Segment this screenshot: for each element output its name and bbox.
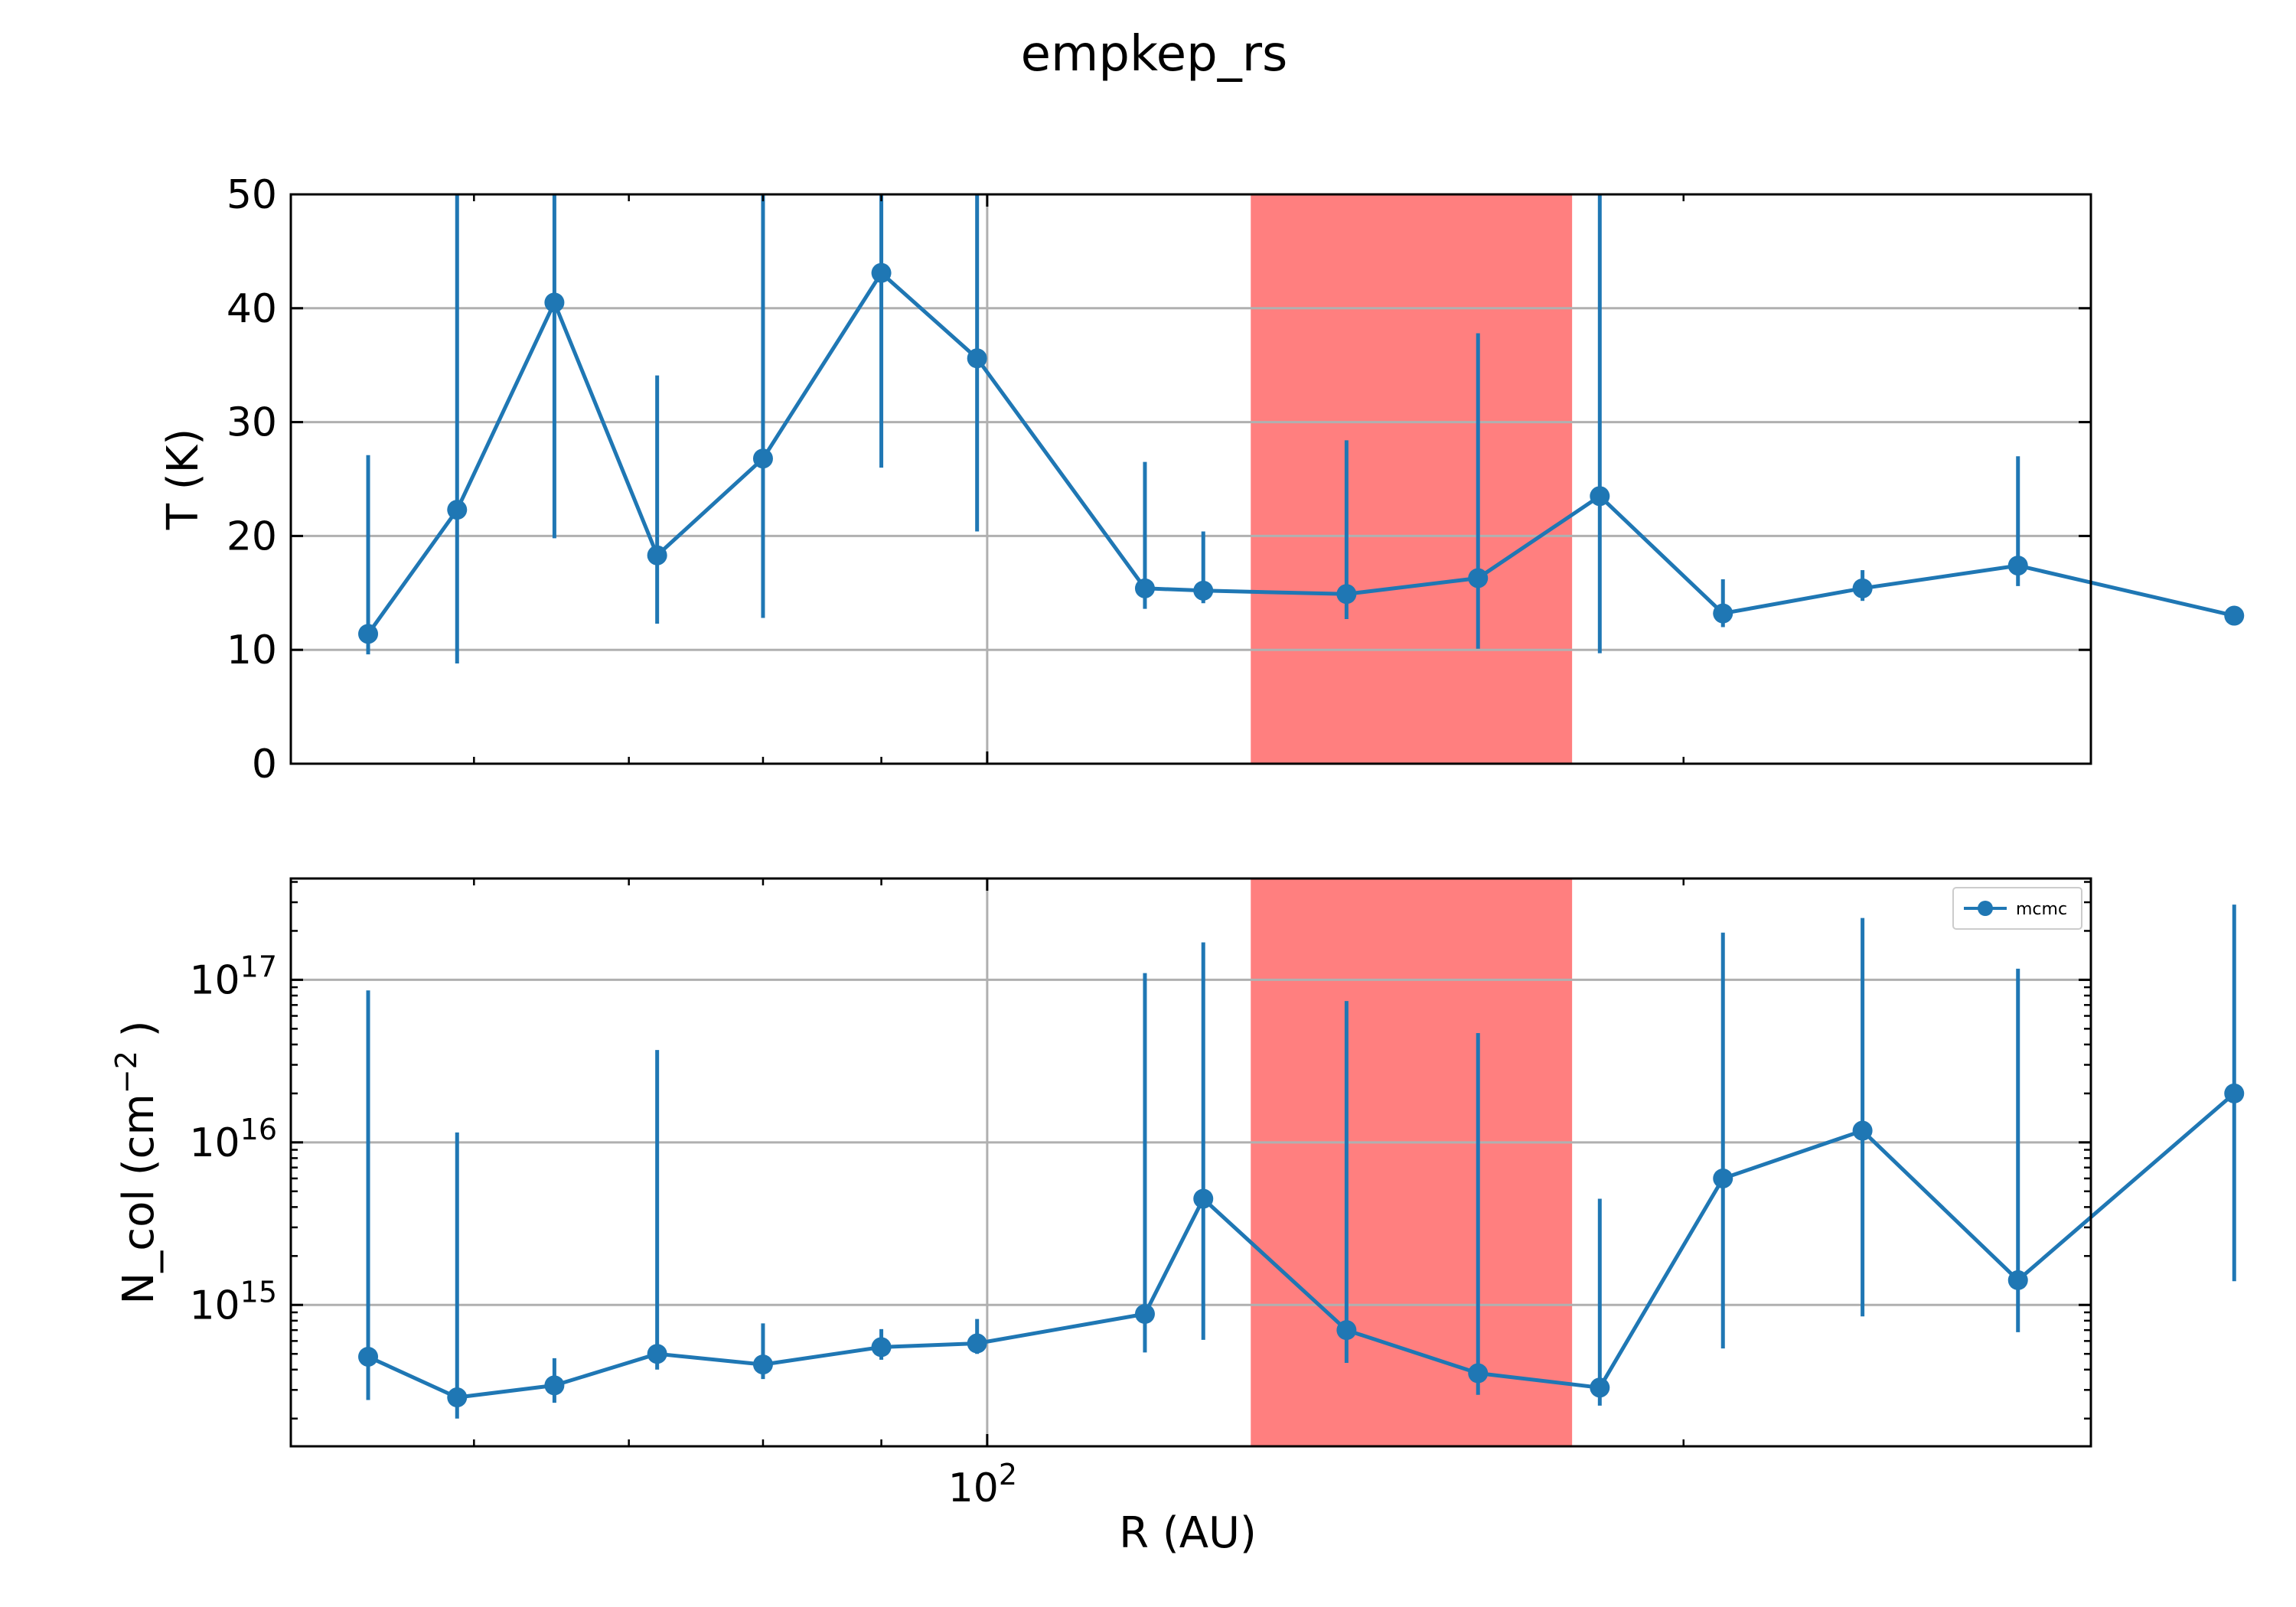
- legend-frame: [1952, 887, 2082, 930]
- data-point: [2224, 1083, 2245, 1103]
- x-axis-title: R (AU): [1119, 1508, 1257, 1558]
- y-tick-label: 0: [252, 742, 277, 787]
- data-point: [1193, 1188, 1214, 1209]
- temperature-panel: 0 10 20 30 40 50 T (K): [158, 172, 2245, 787]
- tick-base: 10: [189, 1283, 240, 1328]
- highlight-band: [1251, 878, 1573, 1446]
- plot-frame: [289, 193, 2092, 765]
- data-point: [1852, 1120, 1873, 1141]
- tick-exponent: 2: [999, 1458, 1017, 1491]
- y-axis-title-main: N_col (cm: [114, 1094, 164, 1305]
- y-tick-label: 50: [227, 172, 277, 218]
- data-point: [871, 1337, 892, 1358]
- data-point: [752, 1354, 773, 1375]
- data-point: [647, 545, 667, 566]
- plot-frame: [289, 877, 2092, 1448]
- legend-label-mcmc: mcmc: [2016, 900, 2067, 919]
- y-axis-title: N_col (cm−2 ): [109, 1020, 164, 1304]
- highlight-region: [1251, 194, 1573, 764]
- data-point: [1193, 580, 1214, 601]
- data-point: [1336, 1320, 1357, 1341]
- data-point: [358, 1346, 379, 1367]
- data-point: [1134, 578, 1155, 598]
- data-point: [1590, 1377, 1610, 1398]
- data-point: [1468, 1363, 1489, 1384]
- data-point: [1336, 584, 1357, 605]
- data-point: [358, 624, 379, 644]
- highlight-band: [1251, 194, 1573, 764]
- data-point: [544, 292, 565, 313]
- y-tick-label: 30: [227, 400, 277, 446]
- y-tick-label: 20: [227, 513, 277, 559]
- data-point: [1134, 1304, 1155, 1325]
- data-point: [1713, 1168, 1733, 1188]
- series-line: [367, 1092, 2236, 1400]
- y-tick-label: 1017: [189, 950, 277, 1003]
- data-point: [2007, 1270, 2028, 1290]
- y-axis-title-sup: −2: [109, 1051, 143, 1094]
- grid: [291, 878, 2091, 1446]
- tick-base: 10: [189, 957, 240, 1003]
- tick-base: 10: [189, 1120, 240, 1166]
- highlight-region: [1251, 878, 1573, 1446]
- grid: [291, 193, 2091, 765]
- y-tick-label: 1016: [189, 1113, 277, 1166]
- data-point: [447, 1387, 468, 1408]
- series-group: [358, 905, 2245, 1419]
- tick-exponent: 15: [240, 1275, 277, 1309]
- y-tick-label: 10: [227, 627, 277, 673]
- data-point: [544, 1375, 565, 1396]
- y-axis-title: T (K): [158, 429, 208, 530]
- data-point: [2007, 556, 2028, 576]
- data-point: [967, 1333, 987, 1354]
- tick-exponent: 17: [240, 950, 277, 983]
- tick-exponent: 16: [240, 1113, 277, 1146]
- y-axis-title-end: ): [114, 1020, 164, 1051]
- tick-base: 10: [948, 1465, 999, 1511]
- data-point: [967, 348, 987, 369]
- y-tick-label: 40: [227, 286, 277, 332]
- data-point: [1852, 578, 1873, 598]
- legend: mcmc: [1952, 887, 2082, 930]
- axes: 0 10 20 30 40 50: [227, 172, 2092, 787]
- data-point: [752, 448, 773, 469]
- data-point: [1468, 568, 1489, 588]
- series-group: [358, 194, 2245, 664]
- figure-title: empkep_rs: [1021, 26, 1288, 83]
- data-point: [1713, 603, 1733, 624]
- x-tick-label: 102: [948, 1458, 1017, 1511]
- data-point: [447, 500, 468, 520]
- data-point: [871, 262, 892, 283]
- data-point: [2224, 605, 2245, 626]
- legend-marker: [1978, 901, 1993, 916]
- data-point: [1590, 486, 1610, 507]
- series-line: [366, 271, 2235, 635]
- data-point: [647, 1344, 667, 1364]
- y-tick-label: 1015: [189, 1275, 277, 1328]
